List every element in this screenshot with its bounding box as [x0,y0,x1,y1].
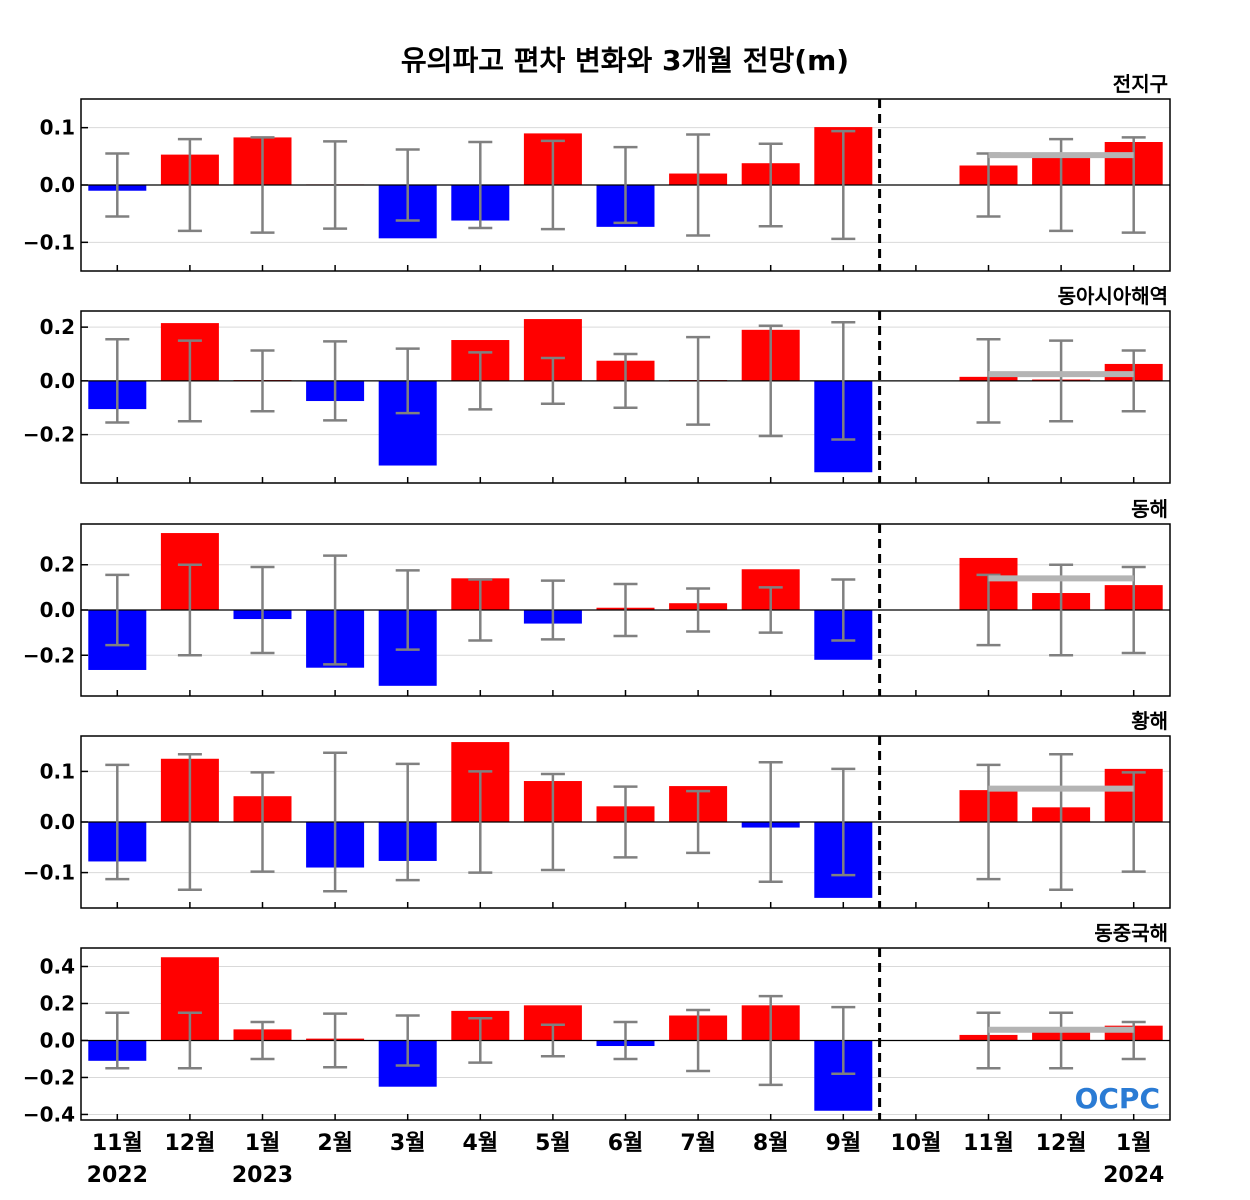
year-label: 2022 [87,1163,148,1188]
x-tick-label: 7월 [680,1131,716,1156]
x-tick-label: 11월 [92,1131,143,1156]
y-tick-label: 0.0 [40,1028,75,1052]
panel-2: −0.2 0.0 0.2 동아시아해역 [23,284,1171,484]
y-tick-label: 0.2 [40,991,75,1015]
y-tick-label: −0.1 [23,861,75,885]
x-tick-label: 9월 [826,1131,862,1156]
x-tick-label: 12월 [1036,1131,1087,1156]
x-tick-label: 1월 [1116,1131,1152,1156]
panels-group: −0.1 0.0 0.1 전지구 −0.2 0.0 0.2 동아시아해역 −0.2 0.0 0.2 동… [23,72,1171,1126]
panel-title: 동중국해 [1094,921,1168,945]
y-tick-label: 0.1 [40,759,75,783]
y-tick-label: −0.4 [23,1102,75,1126]
panel-title: 전지구 [1113,72,1168,96]
year-label: 2023 [232,1163,293,1188]
panel-5: −0.4 −0.2 0.0 0.2 0.4 동중국해 [23,921,1171,1126]
y-tick-label: −0.1 [23,230,75,254]
panel-1: −0.1 0.0 0.1 전지구 [23,72,1171,272]
ocpc-logo: OCPC [1075,1082,1160,1115]
x-tick-label: 11월 [963,1131,1014,1156]
y-tick-label: 0.0 [40,598,75,622]
y-tick-label: 0.4 [40,954,75,978]
panel-title: 동해 [1131,497,1168,521]
x-tick-label: 5월 [535,1131,571,1156]
x-tick-label: 1월 [245,1131,281,1156]
y-tick-label: 0.2 [40,553,75,577]
x-tick-label: 2월 [317,1131,353,1156]
y-tick-label: 0.0 [40,173,75,197]
y-tick-label: −0.2 [23,643,75,667]
y-tick-label: −0.2 [23,423,75,447]
x-tick-label: 6월 [608,1131,644,1156]
x-tick-label: 8월 [753,1131,789,1156]
y-tick-label: 0.0 [40,810,75,834]
panel-4: −0.1 0.0 0.1 황해 [23,709,1171,909]
x-axis: 11월 12월 1월 2월 3월 4월 5월 6월 7월 8월 9월 10월 11월 12월 1월 2022 2… [87,1131,1165,1188]
x-tick-label: 4월 [463,1131,499,1156]
x-tick-label: 12월 [164,1131,215,1156]
y-tick-label: 0.0 [40,369,75,393]
x-tick-label: 10월 [890,1131,941,1156]
year-label: 2024 [1103,1163,1164,1188]
chart-title: 유의파고 편차 변화와 3개월 전망(m) [401,44,849,77]
panel-3: −0.2 0.0 0.2 동해 [23,497,1171,697]
panel-title: 황해 [1131,709,1168,733]
panel-title: 동아시아해역 [1058,284,1168,308]
y-tick-label: 0.2 [40,315,75,339]
y-tick-label: −0.2 [23,1065,75,1089]
y-tick-label: 0.1 [40,116,75,140]
x-tick-label: 3월 [390,1131,426,1156]
